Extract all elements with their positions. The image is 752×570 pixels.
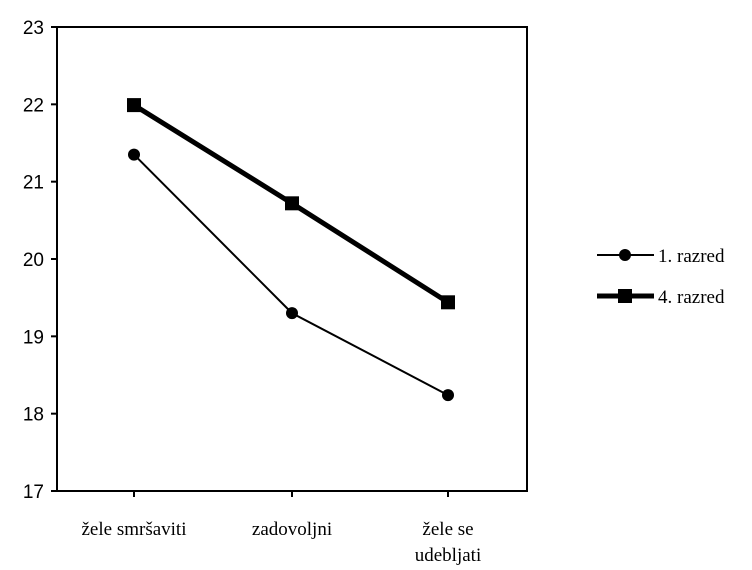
series-layer (127, 98, 455, 402)
legend-label-2: 4. razred (658, 287, 725, 308)
plot-area (56, 26, 528, 492)
data-point-2 (127, 98, 141, 113)
y-tick-label: 23 (23, 18, 44, 39)
y-tick-label: 20 (23, 250, 44, 271)
data-point-2 (441, 295, 455, 310)
legend-marker-2 (618, 289, 632, 303)
data-point-2 (285, 196, 299, 211)
y-tick-label: 22 (23, 95, 44, 116)
x-tick-label: udebljati (415, 545, 481, 566)
x-axis: žele smršaviti zadovoljni žele se udebljati (82, 491, 481, 566)
data-point-1 (442, 389, 454, 402)
y-tick-label: 21 (23, 173, 44, 194)
legend-marker-1 (619, 249, 631, 261)
legend: 1. razred 4. razred (597, 246, 725, 308)
x-tick-label: zadovoljni (252, 519, 332, 540)
x-tick-label: žele smršaviti (82, 519, 187, 540)
legend-label-1: 1. razred (658, 246, 725, 267)
y-tick-label: 19 (23, 327, 44, 348)
y-tick-label: 17 (23, 482, 44, 503)
y-axis: 17 18 19 20 21 22 23 (23, 18, 57, 503)
data-point-1 (286, 307, 298, 320)
data-point-1 (128, 148, 140, 161)
x-tick-label: žele se (422, 519, 473, 540)
y-tick-label: 18 (23, 405, 44, 426)
